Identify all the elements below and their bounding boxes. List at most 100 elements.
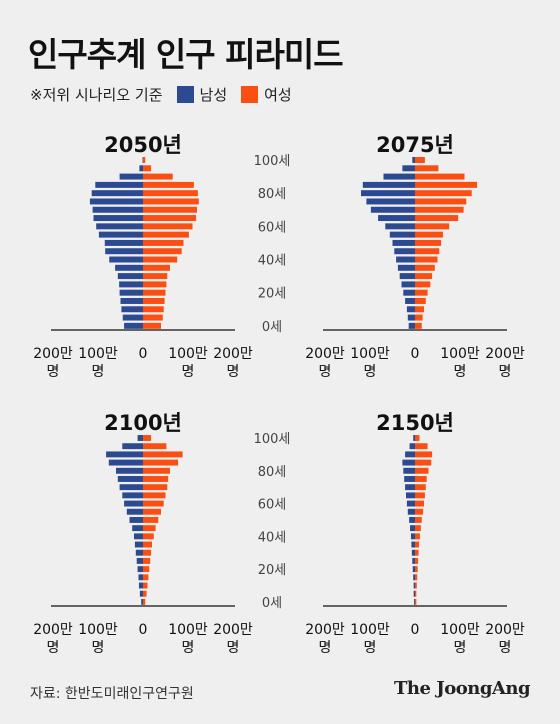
x-tick-unit: 명 [364,640,377,656]
male-bar-5 [407,314,415,321]
x-tick-label: 200만 [33,346,73,362]
y-tick-label: 20세 [258,563,287,578]
legend-label-male: 남성 [199,86,228,104]
male-bar-20 [137,566,143,573]
female-bar-30 [143,273,168,280]
female-bar-45 [143,525,156,532]
female-bar-15 [143,574,149,581]
male-bar-0 [141,598,143,605]
x-tick-label: 200만 [485,622,525,638]
male-bar-45 [394,248,415,255]
male-bar-75 [117,476,143,482]
female-bar-95 [143,443,167,450]
female-bar-25 [143,557,151,564]
female-bar-90 [415,173,465,180]
male-bar-55 [407,508,415,515]
legend-swatch-female [241,86,259,103]
male-bar-55 [98,231,143,238]
male-bar-90 [405,451,415,458]
x-tick-unit: 명 [182,640,195,656]
female-bar-65 [415,215,459,222]
male-bar-70 [119,484,143,491]
female-bar-80 [415,190,472,197]
y-tick-label: 0세 [262,596,282,611]
male-bar-50 [409,517,415,523]
x-tick-label: 100만 [350,346,390,362]
female-bar-75 [415,476,427,482]
male-bar-90 [119,173,143,180]
female-bar-95 [143,165,152,172]
x-tick-label: 100만 [440,346,480,362]
male-bar-30 [399,273,415,280]
male-bar-40 [109,256,143,263]
male-bar-80 [91,190,143,197]
x-tick-label: 200만 [305,622,345,638]
female-bar-35 [415,264,435,271]
chart-title-3: 2100년 [104,411,182,435]
female-bar-0 [415,598,417,605]
male-bar-20 [119,289,143,296]
male-bar-85 [402,459,415,466]
chart-title-1: 2050년 [104,133,182,157]
female-bar-50 [143,517,159,523]
male-bar-80 [361,190,415,197]
male-bar-50 [392,239,415,246]
female-bar-75 [415,198,467,205]
male-bar-15 [138,574,143,581]
male-bar-95 [122,443,143,450]
female-bar-35 [143,541,152,548]
male-bar-65 [406,492,415,499]
female-bar-5 [143,590,147,597]
x-tick-unit: 명 [454,364,467,380]
female-bar-85 [143,181,194,188]
female-bar-20 [415,289,428,296]
female-bar-45 [143,248,182,255]
y-tick-label: 80세 [258,465,287,480]
y-tick-label: 100세 [254,432,291,447]
female-bar-10 [143,306,164,313]
female-bar-10 [415,306,424,313]
x-tick-label: 100만 [78,346,118,362]
female-bar-95 [415,165,439,172]
female-bar-60 [143,223,193,230]
female-bar-25 [415,557,419,564]
x-tick-label: 200만 [305,346,345,362]
male-bar-15 [405,297,415,304]
male-bar-50 [104,239,143,246]
y-tick-label: 0세 [262,320,282,335]
female-bar-35 [415,541,420,548]
female-bar-40 [143,256,178,263]
male-bar-25 [136,557,143,564]
female-bar-85 [415,459,432,466]
male-bar-100 [412,157,415,163]
male-bar-45 [410,525,415,532]
female-bar-65 [415,492,425,499]
male-bar-40 [134,533,143,540]
x-tick-unit: 명 [499,364,512,380]
male-bar-75 [404,476,415,482]
x-tick-label: 0 [139,346,148,362]
male-bar-70 [405,484,415,491]
female-bar-5 [143,314,163,321]
male-bar-0 [414,598,415,605]
female-bar-55 [143,231,189,238]
female-bar-45 [415,525,421,532]
x-tick-label: 100만 [78,622,118,638]
male-bar-15 [413,574,415,581]
y-tick-label: 20세 [258,287,287,302]
female-bar-60 [143,500,164,507]
female-bar-25 [415,281,431,288]
male-bar-25 [412,557,415,564]
legend: ※저위 시나리오 기준 남성 여성 [30,84,292,105]
page-title: 인구추계 인구 피라미드 [28,35,344,74]
female-bar-100 [143,435,152,441]
male-bar-20 [412,566,415,573]
male-bar-45 [132,525,143,532]
source-note: 자료: 한반도미래인구연구원 [30,686,194,702]
y-tick-label: 100세 [254,154,291,169]
male-bar-55 [389,231,415,238]
male-bar-35 [411,541,415,548]
female-bar-90 [415,451,433,458]
female-bar-0 [143,322,161,329]
